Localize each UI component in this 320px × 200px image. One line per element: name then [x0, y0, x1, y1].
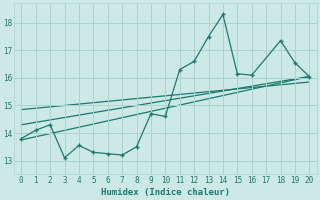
X-axis label: Humidex (Indice chaleur): Humidex (Indice chaleur) — [101, 188, 230, 197]
